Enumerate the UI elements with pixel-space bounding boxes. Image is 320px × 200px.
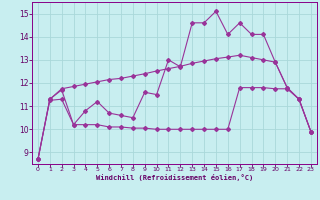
X-axis label: Windchill (Refroidissement éolien,°C): Windchill (Refroidissement éolien,°C) bbox=[96, 174, 253, 181]
